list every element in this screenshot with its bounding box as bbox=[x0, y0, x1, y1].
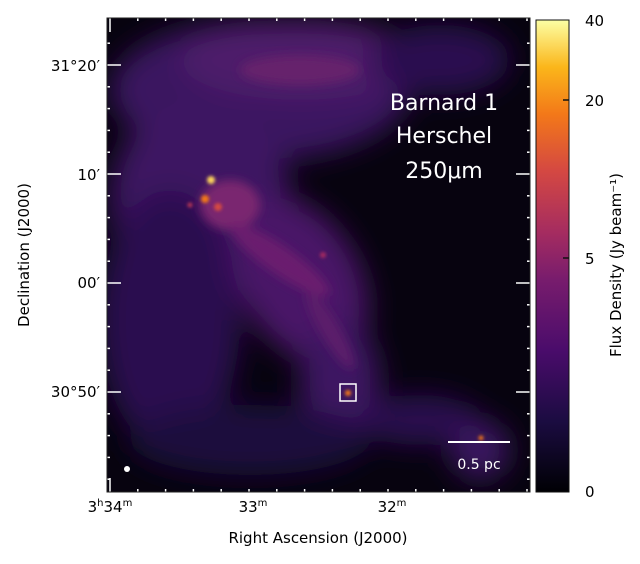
colorbar-tick: 5 bbox=[585, 250, 595, 268]
title-line-2: Herschel bbox=[396, 124, 492, 149]
scale-bar-label: 0.5 pc bbox=[457, 457, 500, 473]
highlight-box bbox=[339, 383, 357, 402]
y-tick-label: 10′ bbox=[78, 166, 101, 184]
colorbar-tick: 20 bbox=[585, 92, 604, 110]
title-line-1: Barnard 1 bbox=[390, 91, 498, 116]
heatmap-image: 0.5 pc Barnard 1 Herschel 250μm bbox=[107, 18, 530, 492]
y-tick-label: 30°50′ bbox=[51, 383, 101, 401]
x-tick-label: 32m bbox=[378, 498, 407, 516]
colorbar-tick: 0 bbox=[585, 483, 595, 501]
y-tick-label: 31°20′ bbox=[51, 57, 101, 75]
colorbar-label: Flux Density (Jy beam⁻¹) bbox=[607, 173, 625, 357]
x-axis-label: Right Ascension (J2000) bbox=[228, 529, 407, 547]
colorbar bbox=[535, 19, 570, 493]
y-axis-label: Declination (J2000) bbox=[15, 183, 33, 327]
x-tick-label: 33m bbox=[239, 498, 268, 516]
y-tick-label: 00′ bbox=[78, 274, 101, 292]
x-tick-label: 3h34m bbox=[88, 498, 133, 516]
colorbar-tick: 40 bbox=[585, 12, 604, 30]
title-line-3: 250μm bbox=[405, 159, 482, 184]
beam-marker bbox=[124, 466, 130, 472]
